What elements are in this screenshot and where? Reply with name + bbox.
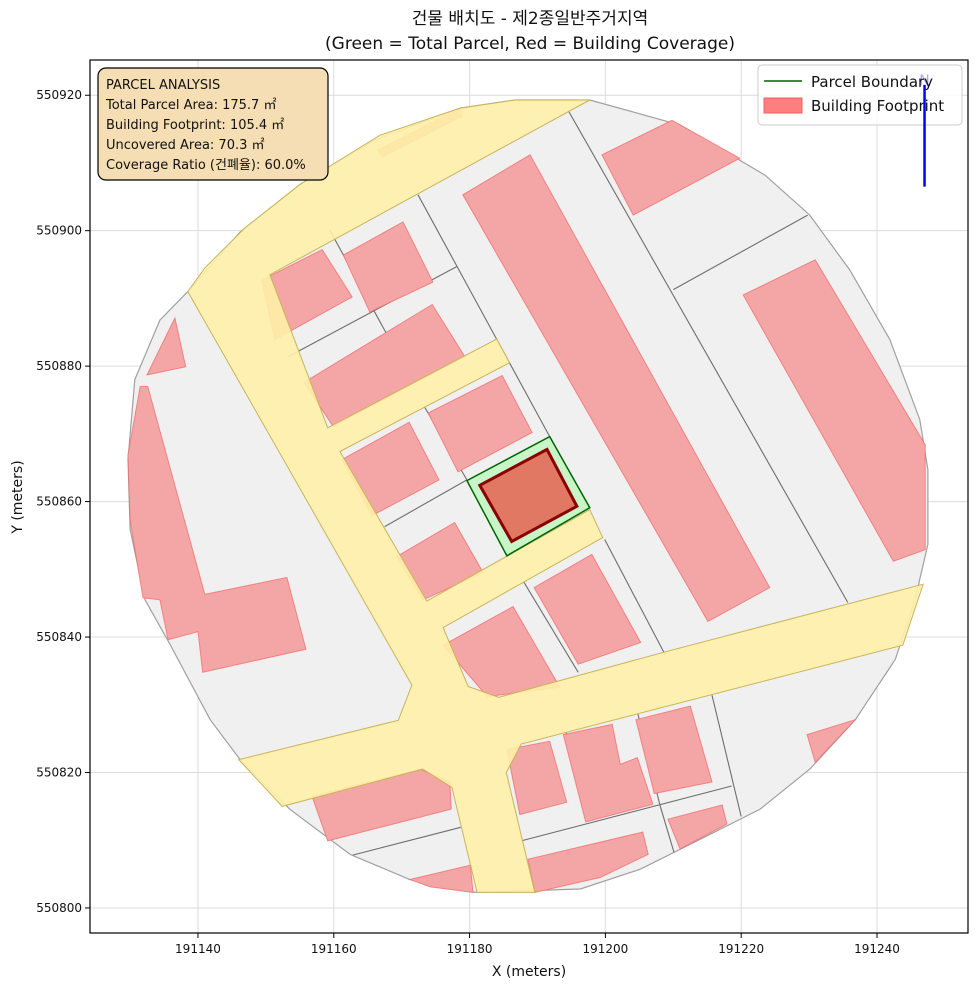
- road: [187, 99, 924, 893]
- info-total-area: Total Parcel Area: 175.7 ㎡: [105, 98, 276, 113]
- parcel-line: [352, 826, 461, 856]
- y-tick-label: 550800: [36, 901, 82, 915]
- building-footprint: [146, 316, 187, 376]
- y-tick-label: 550920: [36, 88, 82, 102]
- y-tick-label: 550860: [36, 495, 82, 509]
- building-footprint: [506, 740, 568, 816]
- y-axis-label: Y (meters): [10, 460, 26, 534]
- x-tick-label: 191240: [854, 942, 900, 956]
- x-axis-ticks: 191140 191160 191180 191200 191220 191240: [175, 933, 900, 956]
- x-axis-label: X (meters): [492, 964, 566, 980]
- legend-building-label: Building Footprint: [811, 97, 944, 115]
- building-footprint: [427, 374, 533, 473]
- legend-parcel-label: Parcel Boundary: [811, 73, 933, 91]
- legend-frame: [757, 64, 963, 126]
- building-footprint: [342, 221, 434, 313]
- x-tick-label: 191220: [718, 942, 764, 956]
- building-footprint: [667, 804, 728, 850]
- legend-building-swatch: [763, 97, 803, 114]
- x-tick-label: 191140: [175, 942, 221, 956]
- building-footprint: [562, 723, 654, 823]
- legend: Parcel Boundary Building Footprint: [757, 64, 963, 126]
- info-heading: PARCEL ANALYSIS: [106, 78, 220, 93]
- x-tick-label: 191200: [582, 942, 628, 956]
- y-axis-ticks: 550800 550820 550840 550860 550880 550900 5509…: [36, 88, 90, 915]
- chart-subtitle: (Green = Total Parcel, Red = Building Co…: [325, 34, 735, 54]
- north-label: N: [919, 73, 929, 89]
- building-footprint: [742, 259, 926, 562]
- north-arrow: N: [919, 73, 930, 187]
- building-footprint: [533, 553, 642, 665]
- y-tick-label: 550880: [36, 359, 82, 373]
- x-tick-label: 191180: [447, 942, 493, 956]
- building-footprint: [806, 718, 857, 764]
- info-box-background: [97, 67, 329, 181]
- parcel-line: [567, 109, 849, 603]
- building-footprint: [601, 119, 741, 216]
- parcel-line: [523, 581, 579, 673]
- y-tick-label: 550820: [36, 765, 82, 779]
- building-footprint: [127, 385, 307, 673]
- parcel-line: [417, 194, 551, 437]
- info-uncovered: Uncovered Area: 70.3 ㎡: [106, 138, 265, 153]
- info-coverage-ratio: Coverage Ratio (건폐율): 60.0%: [106, 158, 306, 173]
- building-footprint: [635, 705, 713, 795]
- chart-title: 건물 배치도 - 제2종일반주거지역: [412, 9, 648, 29]
- parcel-line: [659, 804, 675, 853]
- y-tick-label: 550900: [36, 224, 82, 238]
- info-box: PARCEL ANALYSIS Total Parcel Area: 175.7…: [97, 67, 329, 181]
- plot-frame: [89, 59, 969, 934]
- target-building: [477, 447, 579, 544]
- x-tick-label: 191160: [311, 942, 357, 956]
- y-tick-label: 550840: [36, 630, 82, 644]
- parcel-line: [384, 479, 468, 528]
- parcel-line: [604, 539, 666, 655]
- plot-layers: [127, 99, 929, 894]
- parcel-line: [521, 785, 732, 842]
- building-footprint: [462, 154, 771, 623]
- parcel-line: [711, 695, 742, 817]
- parcel-line: [673, 214, 808, 291]
- info-footprint: Building Footprint: 105.4 ㎡: [106, 118, 284, 133]
- building-footprint: [408, 864, 474, 893]
